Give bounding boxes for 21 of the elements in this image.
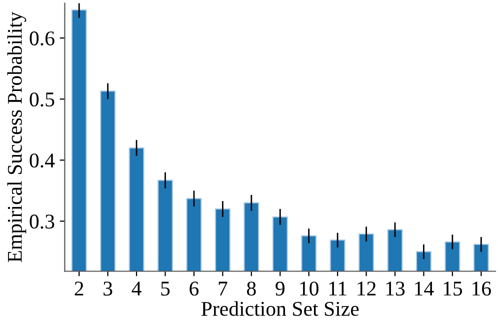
x-axis-title: Prediction Set Size (201, 301, 359, 316)
x-tick-label: 7 (218, 282, 228, 296)
x-tick-label: 4 (132, 282, 142, 296)
y-tick-label: 0.3 (30, 214, 54, 229)
x-tick-label: 9 (276, 282, 284, 296)
x-tick-label: 6 (190, 282, 199, 296)
y-tick-label: 0.4 (30, 153, 55, 168)
x-tick-label: 16 (472, 282, 491, 296)
y-tick-label: 0.6 (30, 31, 54, 46)
x-tick-label: 12 (358, 282, 376, 296)
x-tick-label: 14 (415, 282, 434, 296)
x-tick-label: 8 (246, 282, 256, 296)
x-tick-label: 2 (74, 282, 84, 296)
y-axis-title: Empirical Success Probability (7, 12, 26, 262)
x-tick-label: 10 (300, 282, 318, 296)
x-tick-label: 13 (386, 282, 405, 296)
x-tick-label: 15 (444, 282, 462, 296)
y-tick-label: 0.5 (30, 92, 54, 107)
x-tick-label: 11 (329, 282, 346, 296)
x-tick-label: 5 (161, 282, 170, 296)
x-tick-label: 3 (104, 282, 112, 296)
